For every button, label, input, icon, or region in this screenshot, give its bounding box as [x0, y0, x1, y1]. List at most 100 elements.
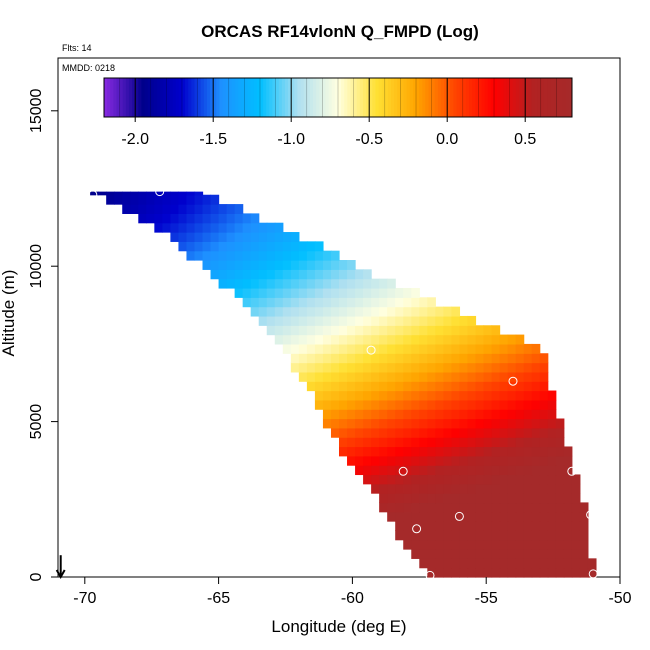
heat-cell — [178, 204, 188, 214]
heat-cell — [234, 269, 244, 280]
heat-cell — [250, 297, 260, 308]
heat-cell — [395, 502, 404, 513]
heat-cell — [467, 437, 477, 448]
heat-cell — [459, 381, 469, 392]
colorbar-segment — [107, 78, 111, 117]
heat-cell — [130, 194, 139, 205]
heat-cell — [531, 549, 541, 559]
heat-cell — [555, 418, 565, 429]
heat-cell — [403, 483, 412, 494]
heat-cell — [371, 362, 380, 373]
heat-cell — [531, 511, 541, 522]
heat-cell — [387, 287, 396, 298]
heat-cell — [459, 493, 469, 504]
heat-cell — [330, 287, 340, 298]
heat-cell — [539, 409, 549, 420]
heat-cell — [419, 521, 428, 531]
colorbar-segment — [356, 78, 361, 117]
heat-cell — [555, 474, 565, 485]
heat-cell — [114, 194, 123, 205]
heat-cell — [314, 269, 324, 280]
heat-cell — [306, 371, 316, 382]
heat-cell — [322, 418, 332, 429]
heat-cell — [427, 362, 436, 373]
heat-cell — [531, 343, 541, 354]
heat-cell — [483, 409, 493, 420]
heat-cell — [395, 427, 404, 438]
heat-cell — [483, 530, 493, 541]
heat-cell — [226, 278, 236, 289]
heat-cell — [499, 409, 509, 420]
heat-cell — [403, 446, 412, 457]
heat-cell — [411, 399, 420, 410]
heat-cell — [523, 437, 533, 448]
heat-cell — [515, 502, 525, 513]
heat-cell — [210, 204, 220, 214]
heat-cell — [475, 362, 485, 373]
heat-cell — [459, 315, 469, 326]
heat-cell — [579, 521, 589, 531]
heat-cell — [411, 390, 420, 401]
heat-cell — [571, 521, 581, 531]
heat-cell — [507, 567, 517, 578]
heat-cell — [355, 297, 364, 308]
heat-cell — [539, 427, 549, 438]
heat-cell — [210, 269, 220, 280]
heat-cell — [515, 446, 525, 457]
heat-cell — [347, 343, 356, 354]
colorbar-segment — [300, 78, 305, 117]
heat-cell — [483, 334, 493, 345]
heat-cell — [539, 399, 549, 410]
heat-cell — [475, 437, 485, 448]
heat-cell — [411, 539, 420, 550]
heat-cell — [146, 191, 155, 196]
x-tick-label: -60 — [341, 590, 364, 607]
colorbar-segment — [440, 78, 445, 117]
heat-cell — [451, 343, 461, 354]
heat-cell — [330, 297, 340, 308]
colorbar-segment — [309, 78, 314, 117]
heat-cell — [547, 474, 557, 485]
heat-cell — [146, 213, 155, 224]
heat-cell — [491, 437, 501, 448]
heat-cell — [419, 530, 428, 541]
heat-cell — [451, 325, 461, 336]
heat-cell — [427, 530, 436, 541]
heat-cell — [194, 250, 204, 261]
heat-cell — [306, 353, 316, 364]
heat-cell — [363, 437, 372, 448]
heat-cell — [298, 334, 308, 345]
heat-cell — [379, 437, 388, 448]
heat-cell — [363, 315, 372, 326]
heat-cell — [242, 213, 252, 224]
heat-cell — [539, 549, 549, 559]
colorbar-segment — [525, 78, 529, 117]
heat-cell — [499, 390, 509, 401]
heat-cell — [491, 334, 501, 345]
heat-cell — [379, 446, 388, 457]
heat-cell — [419, 558, 428, 569]
heat-cell — [491, 343, 501, 354]
colorbar-segment — [157, 78, 161, 117]
heat-cell — [395, 418, 404, 429]
heat-cell — [306, 250, 316, 261]
heat-cell — [435, 465, 444, 476]
heat-cell — [387, 511, 396, 522]
heat-cell — [491, 390, 501, 401]
heat-cell — [322, 287, 332, 298]
heat-cell — [266, 269, 276, 280]
heat-cell — [475, 483, 485, 494]
heat-cell — [547, 567, 557, 578]
heat-cell — [274, 297, 284, 308]
heat-cell — [499, 381, 509, 392]
heat-cell — [467, 483, 477, 494]
colorbar-segment — [281, 78, 286, 117]
heat-cell — [483, 399, 493, 410]
heat-cell — [475, 418, 485, 429]
heat-cell — [515, 567, 525, 578]
heat-cell — [443, 362, 452, 373]
heat-cell — [355, 353, 364, 364]
heat-cell — [475, 474, 485, 485]
heat-cell — [515, 558, 525, 569]
heat-cell — [411, 511, 420, 522]
